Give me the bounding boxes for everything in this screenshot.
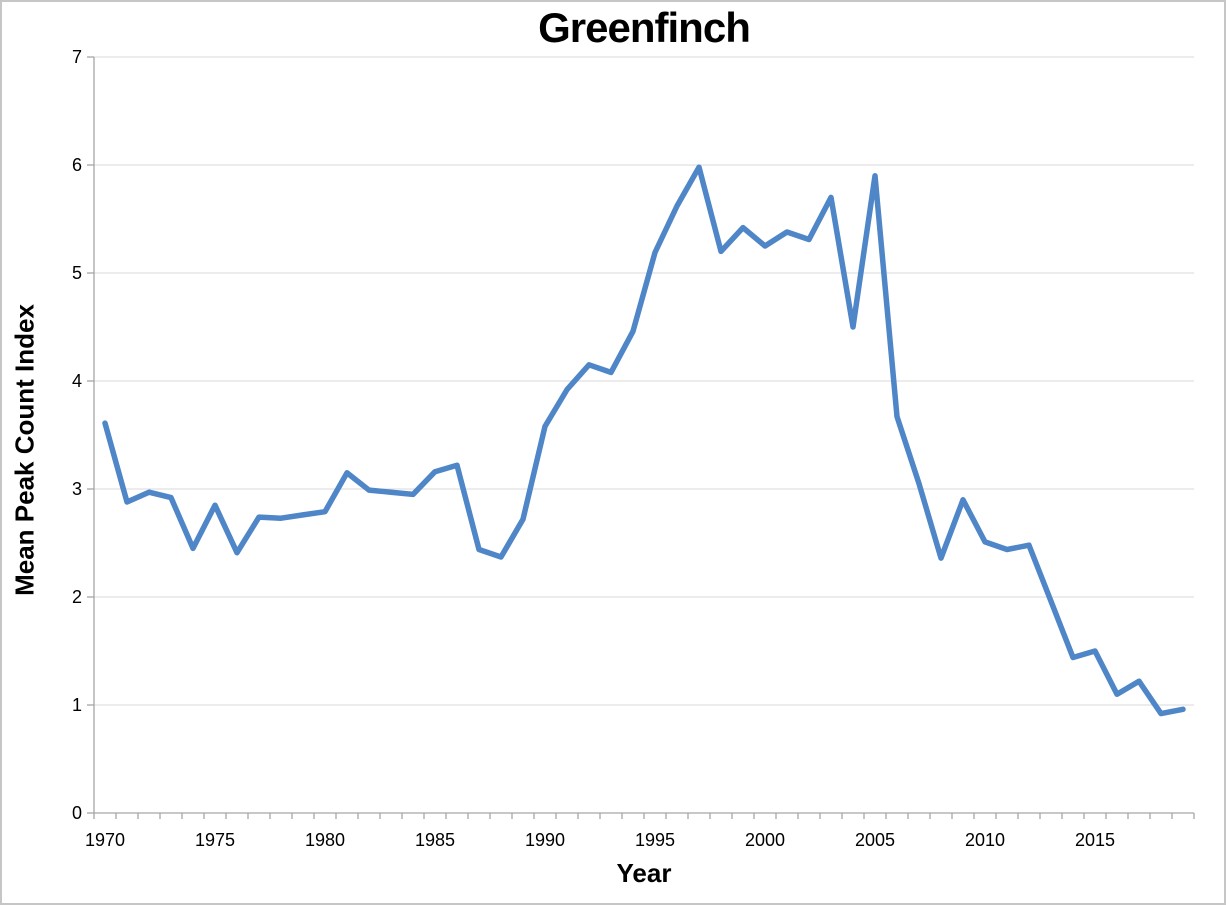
x-tick-label: 1995 bbox=[635, 830, 675, 850]
x-tick-label: 1980 bbox=[305, 830, 345, 850]
x-tick-label: 2015 bbox=[1075, 830, 1115, 850]
x-tick-label: 1975 bbox=[195, 830, 235, 850]
y-tick-label: 2 bbox=[72, 587, 82, 607]
x-tick-label: 2000 bbox=[745, 830, 785, 850]
y-tick-label: 0 bbox=[72, 803, 82, 823]
y-tick-label: 1 bbox=[72, 695, 82, 715]
x-tick-label: 1990 bbox=[525, 830, 565, 850]
y-tick-label: 5 bbox=[72, 263, 82, 283]
x-tick-label: 1970 bbox=[85, 830, 125, 850]
x-axis-title: Year bbox=[616, 858, 672, 888]
chart-title: Greenfinch bbox=[538, 4, 751, 51]
x-tick-label: 2010 bbox=[965, 830, 1005, 850]
y-tick-label: 3 bbox=[72, 479, 82, 499]
y-tick-label: 6 bbox=[72, 155, 82, 175]
x-tick-label: 1985 bbox=[415, 830, 455, 850]
x-tick-label: 2005 bbox=[855, 830, 895, 850]
y-tick-label: 4 bbox=[72, 371, 82, 391]
y-tick-label: 7 bbox=[72, 47, 82, 67]
data-line-greenfinch bbox=[102, 164, 1186, 717]
